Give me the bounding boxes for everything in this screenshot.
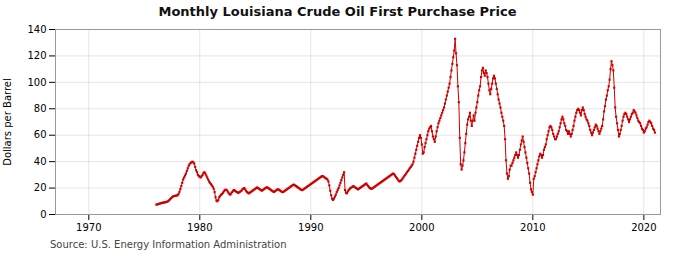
svg-text:140: 140	[27, 24, 46, 35]
svg-text:40: 40	[34, 156, 47, 167]
svg-text:Dollars per Barrel: Dollars per Barrel	[2, 78, 13, 166]
svg-text:0: 0	[40, 209, 46, 220]
svg-text:2000: 2000	[409, 222, 434, 233]
svg-text:1980: 1980	[187, 222, 212, 233]
svg-text:120: 120	[27, 50, 46, 61]
svg-text:20: 20	[34, 182, 47, 193]
svg-text:60: 60	[34, 129, 47, 140]
svg-text:1990: 1990	[298, 222, 323, 233]
svg-text:2010: 2010	[520, 222, 545, 233]
html-text:Source: U.S. Energy Informatio: Source: U.S. Energy Information Administ…	[50, 239, 287, 250]
html-text:Monthly Louisiana Crude Oil Fi: Monthly Louisiana Crude Oil First Purcha…	[158, 4, 517, 19]
svg-text:100: 100	[27, 77, 46, 88]
svg-text:2020: 2020	[631, 222, 656, 233]
svg-text:1970: 1970	[76, 222, 101, 233]
svg-text:80: 80	[34, 103, 47, 114]
